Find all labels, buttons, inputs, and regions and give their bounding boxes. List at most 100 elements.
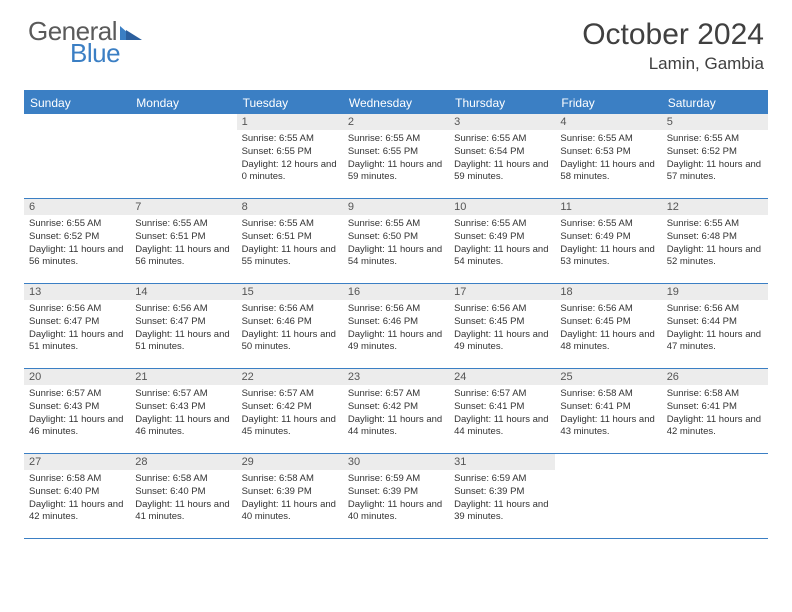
sunrise-text: Sunrise: 6:58 AM: [135, 473, 231, 486]
day-cell: [662, 454, 768, 538]
day-number: 25: [555, 369, 661, 385]
day-content: Sunrise: 6:59 AMSunset: 6:39 PMDaylight:…: [343, 470, 449, 528]
weekday-monday: Monday: [130, 92, 236, 114]
weeks-container: 1Sunrise: 6:55 AMSunset: 6:55 PMDaylight…: [24, 114, 768, 539]
sunrise-text: Sunrise: 6:55 AM: [348, 133, 444, 146]
day-content: Sunrise: 6:55 AMSunset: 6:52 PMDaylight:…: [24, 215, 130, 273]
sunrise-text: Sunrise: 6:55 AM: [454, 218, 550, 231]
daylight-text: Daylight: 11 hours and 55 minutes.: [242, 244, 338, 270]
sunrise-text: Sunrise: 6:57 AM: [135, 388, 231, 401]
day-content: Sunrise: 6:55 AMSunset: 6:51 PMDaylight:…: [237, 215, 343, 273]
day-content: Sunrise: 6:55 AMSunset: 6:50 PMDaylight:…: [343, 215, 449, 273]
daylight-text: Daylight: 11 hours and 49 minutes.: [454, 329, 550, 355]
week-row: 6Sunrise: 6:55 AMSunset: 6:52 PMDaylight…: [24, 199, 768, 284]
sunrise-text: Sunrise: 6:56 AM: [242, 303, 338, 316]
day-number: 7: [130, 199, 236, 215]
week-row: 27Sunrise: 6:58 AMSunset: 6:40 PMDayligh…: [24, 454, 768, 539]
day-cell: 27Sunrise: 6:58 AMSunset: 6:40 PMDayligh…: [24, 454, 130, 538]
day-cell: [130, 114, 236, 198]
week-row: 13Sunrise: 6:56 AMSunset: 6:47 PMDayligh…: [24, 284, 768, 369]
daylight-text: Daylight: 11 hours and 42 minutes.: [29, 499, 125, 525]
title-block: October 2024 Lamin, Gambia: [582, 18, 764, 74]
daylight-text: Daylight: 11 hours and 59 minutes.: [348, 159, 444, 185]
weekday-row: Sunday Monday Tuesday Wednesday Thursday…: [24, 92, 768, 114]
sunset-text: Sunset: 6:39 PM: [454, 486, 550, 499]
day-cell: 19Sunrise: 6:56 AMSunset: 6:44 PMDayligh…: [662, 284, 768, 368]
sunset-text: Sunset: 6:48 PM: [667, 231, 763, 244]
day-cell: 10Sunrise: 6:55 AMSunset: 6:49 PMDayligh…: [449, 199, 555, 283]
daylight-text: Daylight: 11 hours and 57 minutes.: [667, 159, 763, 185]
sunset-text: Sunset: 6:43 PM: [29, 401, 125, 414]
daylight-text: Daylight: 11 hours and 44 minutes.: [454, 414, 550, 440]
day-number: 29: [237, 454, 343, 470]
day-cell: 15Sunrise: 6:56 AMSunset: 6:46 PMDayligh…: [237, 284, 343, 368]
day-cell: 22Sunrise: 6:57 AMSunset: 6:42 PMDayligh…: [237, 369, 343, 453]
day-number: 24: [449, 369, 555, 385]
day-content: Sunrise: 6:57 AMSunset: 6:41 PMDaylight:…: [449, 385, 555, 443]
sunrise-text: Sunrise: 6:59 AM: [454, 473, 550, 486]
day-content: Sunrise: 6:56 AMSunset: 6:45 PMDaylight:…: [449, 300, 555, 358]
day-content: Sunrise: 6:58 AMSunset: 6:41 PMDaylight:…: [555, 385, 661, 443]
day-cell: 7Sunrise: 6:55 AMSunset: 6:51 PMDaylight…: [130, 199, 236, 283]
week-row: 20Sunrise: 6:57 AMSunset: 6:43 PMDayligh…: [24, 369, 768, 454]
sunrise-text: Sunrise: 6:55 AM: [348, 218, 444, 231]
daylight-text: Daylight: 12 hours and 0 minutes.: [242, 159, 338, 185]
sunset-text: Sunset: 6:55 PM: [242, 146, 338, 159]
daylight-text: Daylight: 11 hours and 44 minutes.: [348, 414, 444, 440]
daylight-text: Daylight: 11 hours and 41 minutes.: [135, 499, 231, 525]
calendar: Sunday Monday Tuesday Wednesday Thursday…: [24, 90, 768, 539]
sunset-text: Sunset: 6:41 PM: [454, 401, 550, 414]
sunset-text: Sunset: 6:45 PM: [560, 316, 656, 329]
day-content: Sunrise: 6:57 AMSunset: 6:42 PMDaylight:…: [237, 385, 343, 443]
day-number: 28: [130, 454, 236, 470]
daylight-text: Daylight: 11 hours and 43 minutes.: [560, 414, 656, 440]
sunrise-text: Sunrise: 6:56 AM: [560, 303, 656, 316]
sunset-text: Sunset: 6:47 PM: [135, 316, 231, 329]
day-cell: 13Sunrise: 6:56 AMSunset: 6:47 PMDayligh…: [24, 284, 130, 368]
daylight-text: Daylight: 11 hours and 45 minutes.: [242, 414, 338, 440]
sunrise-text: Sunrise: 6:58 AM: [242, 473, 338, 486]
day-content: Sunrise: 6:57 AMSunset: 6:43 PMDaylight:…: [24, 385, 130, 443]
sunrise-text: Sunrise: 6:58 AM: [560, 388, 656, 401]
weekday-wednesday: Wednesday: [343, 92, 449, 114]
day-number: 6: [24, 199, 130, 215]
daylight-text: Daylight: 11 hours and 59 minutes.: [454, 159, 550, 185]
header: General Blue October 2024 Lamin, Gambia: [0, 0, 792, 82]
day-number: 27: [24, 454, 130, 470]
day-cell: 30Sunrise: 6:59 AMSunset: 6:39 PMDayligh…: [343, 454, 449, 538]
day-number: 21: [130, 369, 236, 385]
daylight-text: Daylight: 11 hours and 48 minutes.: [560, 329, 656, 355]
weekday-sunday: Sunday: [24, 92, 130, 114]
day-content: Sunrise: 6:55 AMSunset: 6:49 PMDaylight:…: [449, 215, 555, 273]
sunset-text: Sunset: 6:52 PM: [29, 231, 125, 244]
day-number: 3: [449, 114, 555, 130]
day-content: Sunrise: 6:56 AMSunset: 6:47 PMDaylight:…: [130, 300, 236, 358]
sunset-text: Sunset: 6:47 PM: [29, 316, 125, 329]
day-number: 30: [343, 454, 449, 470]
day-number: 13: [24, 284, 130, 300]
sunrise-text: Sunrise: 6:56 AM: [135, 303, 231, 316]
day-content: Sunrise: 6:55 AMSunset: 6:55 PMDaylight:…: [343, 130, 449, 188]
day-content: Sunrise: 6:58 AMSunset: 6:40 PMDaylight:…: [24, 470, 130, 528]
sunset-text: Sunset: 6:40 PM: [29, 486, 125, 499]
day-number: 22: [237, 369, 343, 385]
sunrise-text: Sunrise: 6:58 AM: [29, 473, 125, 486]
day-content: Sunrise: 6:56 AMSunset: 6:46 PMDaylight:…: [237, 300, 343, 358]
sunrise-text: Sunrise: 6:55 AM: [242, 218, 338, 231]
day-number: 23: [343, 369, 449, 385]
logo-text-blue: Blue: [28, 40, 120, 66]
daylight-text: Daylight: 11 hours and 52 minutes.: [667, 244, 763, 270]
location: Lamin, Gambia: [582, 54, 764, 74]
sunset-text: Sunset: 6:41 PM: [667, 401, 763, 414]
day-content: Sunrise: 6:57 AMSunset: 6:42 PMDaylight:…: [343, 385, 449, 443]
daylight-text: Daylight: 11 hours and 39 minutes.: [454, 499, 550, 525]
day-content: Sunrise: 6:55 AMSunset: 6:54 PMDaylight:…: [449, 130, 555, 188]
day-content: Sunrise: 6:57 AMSunset: 6:43 PMDaylight:…: [130, 385, 236, 443]
day-number: 26: [662, 369, 768, 385]
day-cell: [555, 454, 661, 538]
daylight-text: Daylight: 11 hours and 53 minutes.: [560, 244, 656, 270]
day-content: Sunrise: 6:55 AMSunset: 6:49 PMDaylight:…: [555, 215, 661, 273]
day-number: 14: [130, 284, 236, 300]
sunrise-text: Sunrise: 6:55 AM: [135, 218, 231, 231]
day-cell: 3Sunrise: 6:55 AMSunset: 6:54 PMDaylight…: [449, 114, 555, 198]
